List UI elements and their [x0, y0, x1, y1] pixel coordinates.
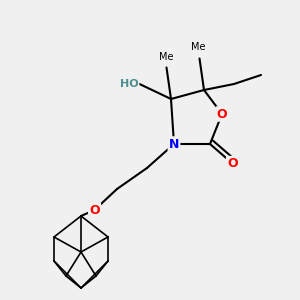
Text: O: O	[89, 203, 100, 217]
Text: O: O	[217, 107, 227, 121]
Text: HO: HO	[120, 79, 138, 89]
Text: O: O	[227, 157, 238, 170]
Text: Me: Me	[159, 52, 174, 61]
Text: N: N	[169, 137, 179, 151]
Text: Me: Me	[191, 43, 205, 52]
